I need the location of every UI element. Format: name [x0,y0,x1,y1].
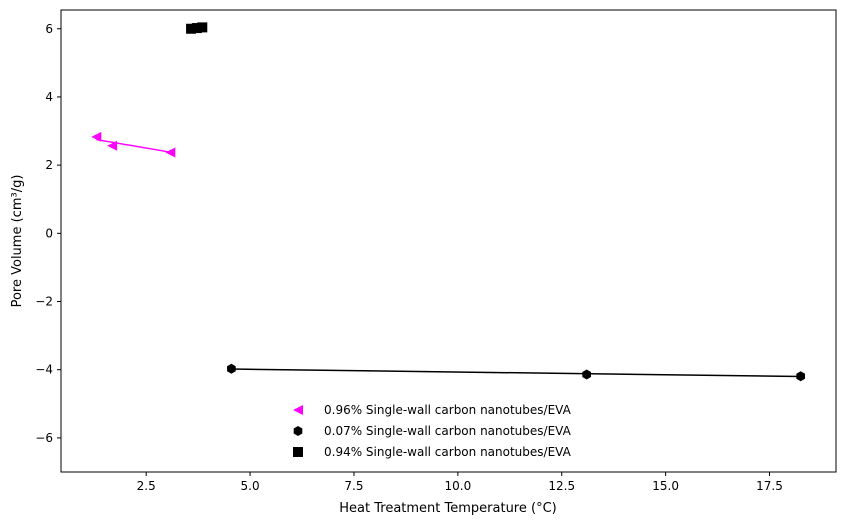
y-axis-ticks: −6 −4 −2 0 2 4 6 [35,22,61,445]
series-2-point-1 [227,363,236,374]
series-2-point-2 [582,369,591,380]
series-1-point-3 [165,147,176,158]
y-tick-label: −2 [35,295,53,309]
legend-label-1: 0.96% Single-wall carbon nanotubes/EVA [324,403,572,417]
series-3-point-1 [186,23,197,34]
legend-marker-3 [293,447,303,457]
series-3-point-3 [197,22,208,33]
legend-marker-1 [293,405,303,415]
x-tick-label: 10.0 [444,479,471,493]
series-1-fit-line [96,138,171,153]
y-tick-label: 6 [45,22,53,36]
x-tick-label: 2.5 [137,479,156,493]
series-3-point-2 [191,23,202,34]
y-tick-label: 0 [45,226,53,240]
series-1-point-2 [107,140,118,151]
y-tick-label: 4 [45,90,53,104]
x-tick-label: 15.0 [652,479,679,493]
legend-label-2: 0.07% Single-wall carbon nanotubes/EVA [324,424,572,438]
legend-label-3: 0.94% Single-wall carbon nanotubes/EVA [324,445,572,459]
legend-marker-2 [293,426,303,436]
data-points [91,22,806,382]
y-tick-label: 2 [45,158,53,172]
legend: 0.96% Single-wall carbon nanotubes/EVA 0.… [293,403,572,459]
series-2-fit-line [231,368,801,378]
y-tick-label: −4 [35,363,53,377]
y-axis-label: Pore Volume (cm³/g) [10,175,25,308]
series-1-point-1 [91,131,102,142]
plot-frame [60,9,837,473]
x-tick-label: 5.0 [241,479,260,493]
series-2-point-3 [796,371,806,382]
y-tick-label: −6 [35,431,53,445]
x-axis-ticks: 2.5 5.0 7.5 10.0 12.5 15.0 17.5 [137,472,783,493]
x-axis-label: Heat Treatment Temperature (°C) [339,501,556,516]
x-tick-label: 17.5 [756,479,783,493]
x-tick-label: 7.5 [344,479,363,493]
fit-lines [96,26,801,378]
x-tick-label: 12.5 [548,479,575,493]
